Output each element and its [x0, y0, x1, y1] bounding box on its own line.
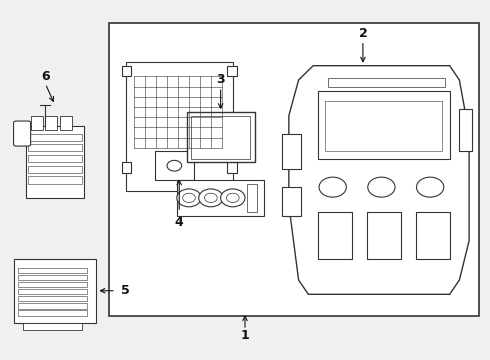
Bar	[19, 267, 87, 273]
Text: 3: 3	[216, 73, 225, 86]
Bar	[227, 66, 237, 76]
Bar	[28, 144, 82, 152]
Bar	[109, 23, 479, 316]
Bar	[24, 323, 82, 330]
Bar	[26, 126, 84, 198]
Bar	[19, 289, 87, 294]
Bar	[282, 134, 301, 169]
Bar	[28, 176, 82, 184]
Bar	[19, 282, 87, 287]
Circle shape	[220, 189, 245, 207]
Polygon shape	[289, 66, 469, 294]
Bar	[60, 116, 72, 130]
Bar	[416, 212, 450, 258]
Text: 6: 6	[41, 70, 49, 83]
Bar	[122, 66, 131, 76]
Bar	[14, 258, 97, 323]
Text: 2: 2	[359, 27, 368, 40]
Bar	[30, 116, 43, 130]
Circle shape	[368, 177, 395, 197]
FancyBboxPatch shape	[14, 121, 30, 146]
Bar	[28, 166, 82, 173]
Bar	[28, 155, 82, 162]
Bar	[318, 212, 352, 258]
Bar	[177, 180, 265, 216]
Circle shape	[167, 160, 182, 171]
Bar	[19, 310, 87, 316]
Bar	[125, 62, 233, 191]
Text: 5: 5	[121, 284, 130, 297]
Circle shape	[319, 177, 346, 197]
Bar	[460, 109, 471, 152]
Bar	[187, 112, 255, 162]
Bar	[28, 134, 82, 141]
Circle shape	[416, 177, 444, 197]
Bar	[367, 212, 401, 258]
Bar	[19, 296, 87, 301]
Bar	[122, 162, 131, 173]
Text: 1: 1	[241, 329, 249, 342]
Bar	[318, 91, 450, 158]
Bar	[328, 78, 445, 87]
Bar	[325, 102, 442, 152]
Bar	[19, 275, 87, 280]
Circle shape	[177, 189, 201, 207]
Bar	[19, 303, 87, 309]
Bar	[45, 116, 57, 130]
Bar	[282, 187, 301, 216]
Circle shape	[199, 189, 223, 207]
Bar	[155, 152, 194, 180]
Bar	[192, 116, 250, 158]
Text: 4: 4	[175, 216, 184, 229]
Bar	[227, 162, 237, 173]
Bar	[247, 184, 257, 212]
